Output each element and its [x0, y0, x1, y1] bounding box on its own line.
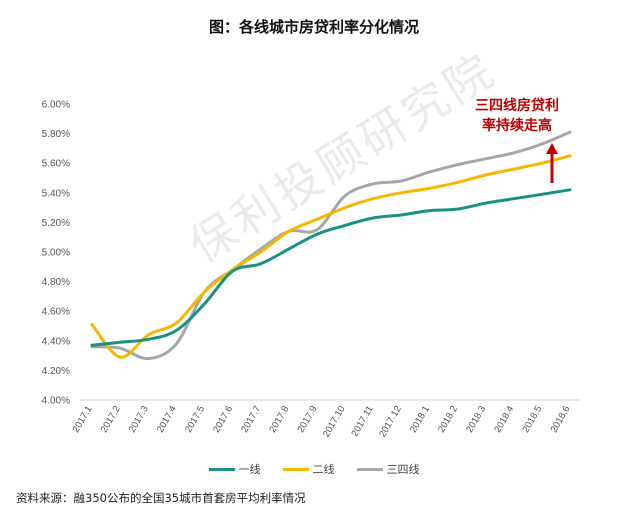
y-tick-label: 4.60% [42, 307, 70, 318]
legend-label-tier1: 一线 [238, 463, 261, 476]
y-tick-label: 4.20% [42, 366, 70, 377]
annotation: 三四线房贷利 率持续走高 [462, 96, 572, 136]
series-lines [90, 130, 572, 361]
legend-item-tier34: 三四线 [356, 461, 420, 477]
y-tick-label: 4.00% [42, 396, 70, 407]
series-line-tier34 [90, 130, 572, 361]
legend-item-tier1: 一线 [208, 461, 261, 477]
legend-swatch-tier1 [208, 467, 235, 471]
annotation-arrow [546, 143, 558, 183]
y-tick-label: 4.80% [42, 277, 70, 288]
y-tick-label: 5.60% [42, 159, 70, 170]
x-tick-label: 2017.8 [267, 404, 291, 435]
source-note: 资料来源：融350公布的全国35城市首套房平均利率情况 [16, 491, 306, 505]
x-tick-label: 2018.2 [436, 404, 460, 435]
x-tick-label: 2018.1 [408, 404, 432, 435]
y-tick-label: 5.20% [42, 218, 70, 229]
y-tick-label: 4.40% [42, 336, 70, 347]
legend-label-tier34: 三四线 [386, 463, 420, 476]
y-axis: 4.00% 4.20% 4.40% 4.60% 4.80% 5.00% 5.20% 5.40%… [42, 100, 70, 407]
x-tick-label: 2017.3 [127, 404, 151, 435]
legend-swatch-tier34 [356, 467, 383, 471]
legend-item-tier2: 二线 [282, 461, 335, 477]
x-tick-label: 2017.6 [211, 404, 235, 435]
chart-title: 图：各线城市房贷利率分化情况 [208, 18, 419, 36]
x-tick-label: 2017.9 [295, 404, 319, 435]
y-tick-label: 6.00% [42, 100, 70, 111]
x-tick-label: 2017.10 [321, 404, 348, 439]
x-tick-label: 2017.12 [377, 404, 404, 439]
legend-label-tier2: 二线 [312, 463, 335, 476]
x-tick-label: 2018.4 [492, 404, 516, 435]
x-tick-label: 2017.1 [71, 404, 95, 435]
x-tick-label: 2017.4 [155, 404, 179, 435]
x-tick-label: 2017.5 [183, 404, 207, 435]
series-line-tier2 [90, 154, 572, 359]
legend-swatch-tier2 [282, 467, 309, 471]
x-tick-label: 2017.2 [99, 404, 123, 435]
x-tick-label: 2017.7 [239, 404, 263, 435]
annotation-line-2: 率持续走高 [482, 118, 552, 134]
x-tick-label: 2017.11 [349, 404, 375, 439]
y-tick-label: 5.80% [42, 129, 70, 140]
arrow-head [546, 143, 558, 154]
line-chart: 4.00% 4.20% 4.40% 4.60% 4.80% 5.00% 5.20% 5.40%… [42, 100, 580, 439]
x-axis: 2017.1 2017.2 2017.3 2017.4 2017.5 2017.6 2017… [71, 404, 573, 439]
y-tick-label: 5.40% [42, 188, 70, 199]
annotation-line-1: 三四线房贷利 [475, 98, 559, 114]
x-tick-label: 2018.6 [549, 404, 573, 435]
x-tick-label: 2018.3 [464, 404, 488, 435]
y-tick-label: 5.00% [42, 248, 70, 259]
x-tick-label: 2018.5 [520, 404, 544, 435]
legend: 一线 二线 三四线 [0, 461, 628, 477]
series-line-tier1 [90, 188, 572, 347]
